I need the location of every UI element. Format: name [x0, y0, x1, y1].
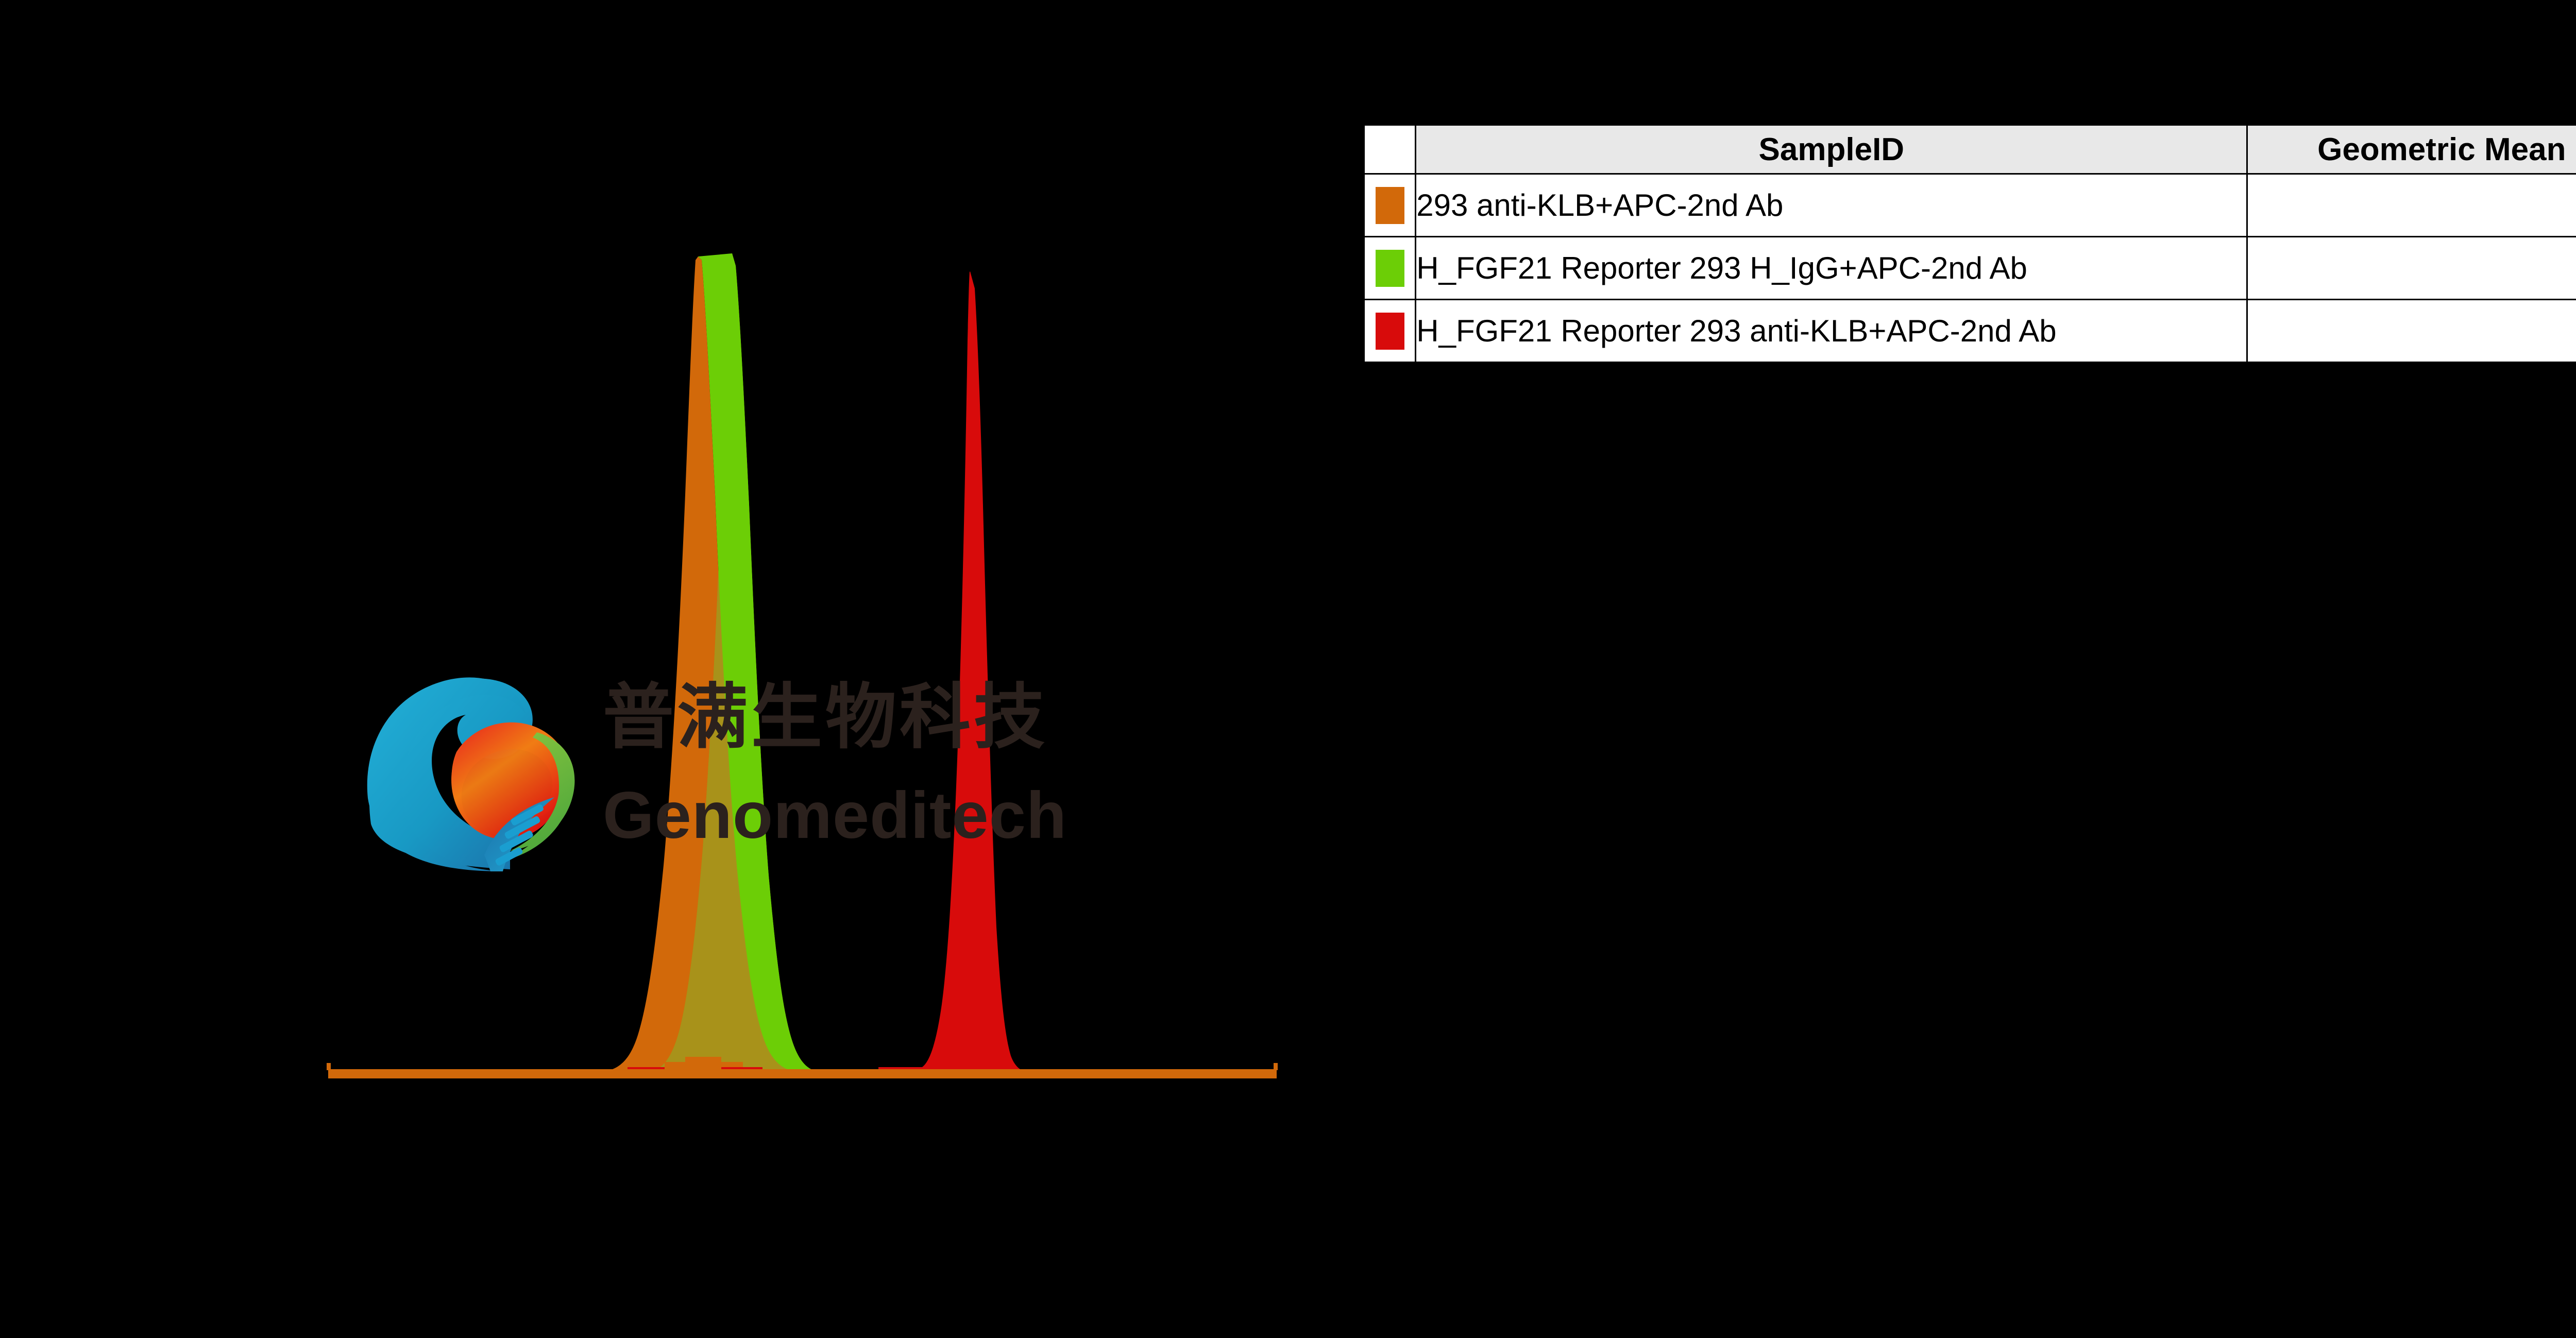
color-swatch-red: [1375, 312, 1404, 350]
baseline-tick-right: [1274, 1063, 1278, 1070]
row-geometric-mean: 1388: [2246, 173, 2576, 237]
color-swatch-green: [1375, 249, 1404, 287]
row-color-swatch-cell: [1363, 299, 1417, 363]
table-row[interactable]: H_FGF21 Reporter 293 H_IgG+APC-2nd Ab 18…: [1363, 236, 2576, 300]
logo-blue-swoosh-inner: [367, 677, 526, 871]
column-header-geometric-mean: Geometric Mean : FL11-H: [2246, 124, 2576, 175]
trace-green-right-edge: [698, 253, 845, 1072]
trace-red: [817, 271, 1061, 1072]
row-color-swatch-cell: [1363, 173, 1417, 237]
table-row[interactable]: 293 anti-KLB+APC-2nd Ab 1388: [1363, 173, 2576, 237]
baseline-tick-left: [327, 1063, 331, 1070]
histogram-plot: [327, 253, 1278, 1078]
table-body: 293 anti-KLB+APC-2nd Ab 1388 H_FGF21 Rep…: [1363, 173, 2576, 363]
logo-dna-helix: [484, 797, 554, 871]
table-row[interactable]: H_FGF21 Reporter 293 anti-KLB+APC-2nd Ab…: [1363, 299, 2576, 363]
column-header-sampleid: SampleID: [1415, 124, 2248, 175]
statistics-table: SampleID Geometric Mean : FL11-H 293 ant…: [1363, 124, 2576, 363]
row-geometric-mean: 1874: [2246, 236, 2576, 300]
row-color-swatch-cell: [1363, 236, 1417, 300]
row-sample-id: H_FGF21 Reporter 293 H_IgG+APC-2nd Ab: [1415, 236, 2248, 300]
color-swatch-orange: [1375, 186, 1404, 224]
column-header-swatch: [1363, 124, 1417, 175]
table-header-row: SampleID Geometric Mean : FL11-H: [1363, 124, 2576, 175]
logo-green-swoosh-2: [490, 732, 572, 863]
baseline-orange: [328, 1069, 1277, 1078]
row-sample-id: H_FGF21 Reporter 293 anti-KLB+APC-2nd Ab: [1415, 299, 2248, 363]
watermark-logo-group: [367, 677, 575, 871]
histogram-svg: [327, 253, 1278, 1078]
row-sample-id: 293 anti-KLB+APC-2nd Ab: [1415, 173, 2248, 237]
trace-orange: [328, 256, 1277, 1072]
row-geometric-mean: 217354: [2246, 299, 2576, 363]
